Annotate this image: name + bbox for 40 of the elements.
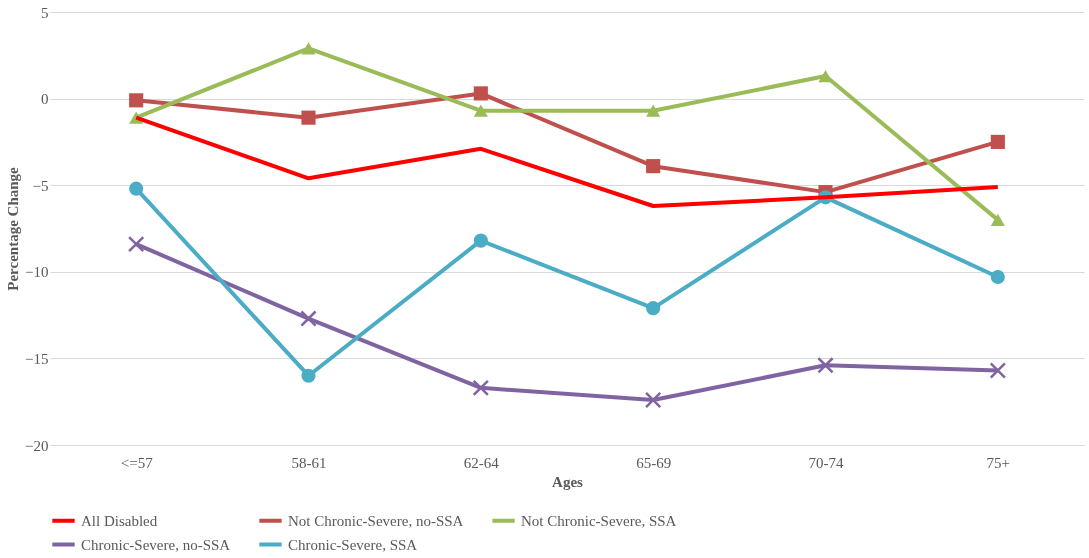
point <box>817 357 834 374</box>
x-tick-label: 58-61 <box>291 454 327 471</box>
y-tick-label: 5 <box>41 4 49 21</box>
y-tick-label: −20 <box>25 437 49 454</box>
x-tick-label: 70-74 <box>808 454 844 471</box>
x-tick-label: 65-69 <box>636 454 672 471</box>
point <box>129 93 144 108</box>
point <box>473 86 488 101</box>
point <box>129 181 144 196</box>
legend-label: All Disabled <box>81 512 158 529</box>
x-tick-label: <=57 <box>120 454 154 471</box>
legend-label: Not Chronic-Severe, no-SSA <box>288 512 464 529</box>
y-axis-title: Percentage Change <box>5 166 22 291</box>
legend-label: Chronic-Severe, SSA <box>288 536 418 553</box>
point <box>818 69 833 83</box>
point <box>473 233 488 248</box>
point <box>646 301 661 316</box>
point <box>473 104 488 117</box>
point <box>301 368 316 383</box>
x-tick-label: 62-64 <box>463 454 500 471</box>
point <box>301 42 316 55</box>
point <box>301 110 316 125</box>
point <box>989 362 1007 379</box>
x-axis-title: Ages <box>552 473 584 490</box>
point <box>644 391 662 409</box>
y-tick-label: −10 <box>25 264 49 281</box>
y-tick-label: 0 <box>41 91 49 108</box>
point <box>990 213 1005 226</box>
point <box>127 235 145 253</box>
point <box>646 159 661 174</box>
legend-label: Not Chronic-Severe, SSA <box>521 512 677 529</box>
y-tick-label: −5 <box>32 177 49 194</box>
point <box>646 104 661 117</box>
point <box>990 269 1005 285</box>
legend-label: Chronic-Severe, no-SSA <box>81 536 231 553</box>
point <box>990 134 1005 149</box>
x-tick-label: 75+ <box>986 454 1011 471</box>
point <box>472 379 490 397</box>
y-tick-label: −15 <box>25 350 49 367</box>
point <box>300 310 317 327</box>
